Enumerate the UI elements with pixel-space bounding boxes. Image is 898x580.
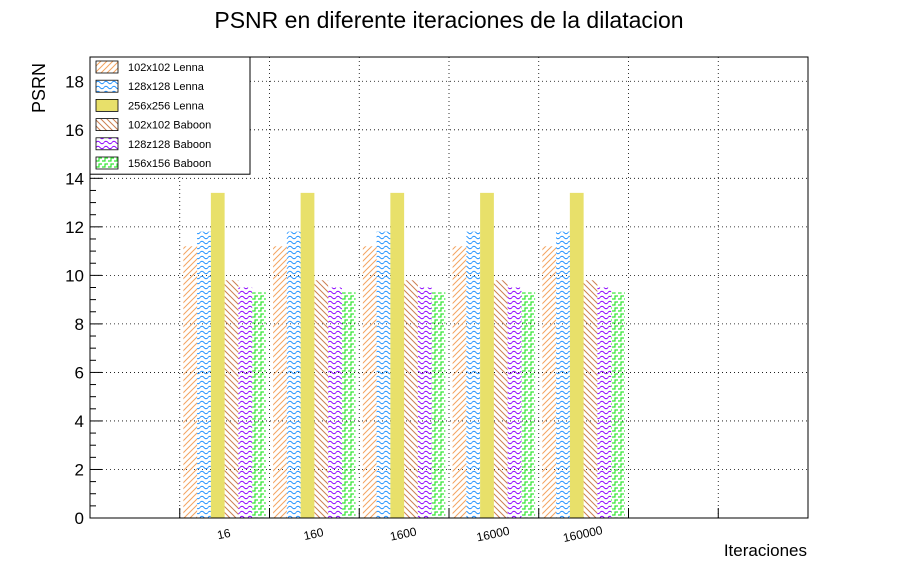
bar-1600-3 bbox=[390, 192, 405, 518]
x-tick-label: 16 bbox=[216, 526, 232, 543]
legend-swatch bbox=[95, 60, 119, 74]
y-tick-label: 12 bbox=[65, 218, 84, 237]
bar-16-2 bbox=[197, 231, 211, 518]
bar-160-4 bbox=[314, 280, 329, 518]
bar-160000-4 bbox=[583, 280, 598, 518]
legend-swatch bbox=[95, 137, 119, 151]
y-tick-label: 8 bbox=[75, 315, 84, 334]
bar-160-5 bbox=[328, 287, 342, 518]
bar-16-1 bbox=[183, 246, 198, 518]
x-tick-label: 1600 bbox=[389, 524, 418, 543]
bar-160-6 bbox=[341, 292, 356, 518]
y-tick-label: 10 bbox=[65, 266, 84, 285]
y-axis-label: PSRN bbox=[29, 63, 49, 113]
bar-16000-3 bbox=[480, 192, 494, 518]
bar-160-3 bbox=[300, 192, 315, 518]
bar-16000-1 bbox=[452, 246, 467, 518]
x-tick-label: 16000 bbox=[475, 524, 511, 545]
bar-16000-2 bbox=[466, 231, 481, 518]
bar-16-5 bbox=[238, 287, 253, 518]
y-tick-label: 18 bbox=[65, 72, 84, 91]
legend-swatch bbox=[95, 99, 119, 112]
y-tick-label: 2 bbox=[75, 460, 84, 479]
bar-16-6 bbox=[252, 292, 266, 518]
bar-160-1 bbox=[273, 246, 287, 518]
bar-1600-1 bbox=[362, 246, 377, 518]
bar-1600-2 bbox=[376, 231, 391, 518]
y-tick-label: 14 bbox=[65, 169, 84, 188]
y-tick-label: 0 bbox=[75, 509, 84, 528]
legend-swatch bbox=[95, 118, 119, 131]
legend-label: 102x102 Lenna bbox=[128, 62, 205, 74]
y-tick-label: 16 bbox=[65, 121, 84, 140]
legend-swatch bbox=[95, 79, 119, 93]
bar-1600-6 bbox=[431, 292, 446, 518]
x-tick-label: 160000 bbox=[562, 523, 604, 545]
legend: 102x102 Lenna 128x128 Lenna 256x256 Lenna 1… bbox=[89, 56, 251, 175]
bar-16-4 bbox=[224, 280, 239, 518]
legend-label: 102x102 Baboon bbox=[128, 120, 211, 132]
bar-16000-5 bbox=[507, 287, 522, 518]
bar-160000-5 bbox=[597, 287, 612, 518]
legend-box bbox=[89, 56, 251, 175]
bar-1600-5 bbox=[417, 287, 432, 518]
legend-label: 156x156 Baboon bbox=[128, 158, 211, 170]
legend-label: 128x128 Lenna bbox=[128, 81, 205, 93]
bar-1600-4 bbox=[404, 280, 418, 518]
bar-16-3 bbox=[210, 192, 225, 518]
bar-160000-3 bbox=[569, 192, 584, 518]
bar-16000-6 bbox=[521, 292, 536, 518]
bar-160000-2 bbox=[556, 231, 570, 518]
y-tick-label: 6 bbox=[75, 363, 84, 382]
legend-swatch bbox=[95, 156, 119, 170]
x-tick-label: 160 bbox=[302, 525, 325, 543]
bar-160000-6 bbox=[611, 292, 625, 518]
legend-label: 128z128 Baboon bbox=[128, 139, 211, 151]
x-axis-label: Iteraciones bbox=[724, 541, 807, 560]
bar-160-2 bbox=[286, 231, 301, 518]
chart-title: PSNR en diferente iteraciones de la dila… bbox=[214, 7, 683, 33]
bar-16000-4 bbox=[493, 280, 508, 518]
y-tick-label: 4 bbox=[75, 412, 84, 431]
bar-160000-1 bbox=[542, 246, 557, 518]
legend-label: 256x256 Lenna bbox=[128, 100, 205, 112]
